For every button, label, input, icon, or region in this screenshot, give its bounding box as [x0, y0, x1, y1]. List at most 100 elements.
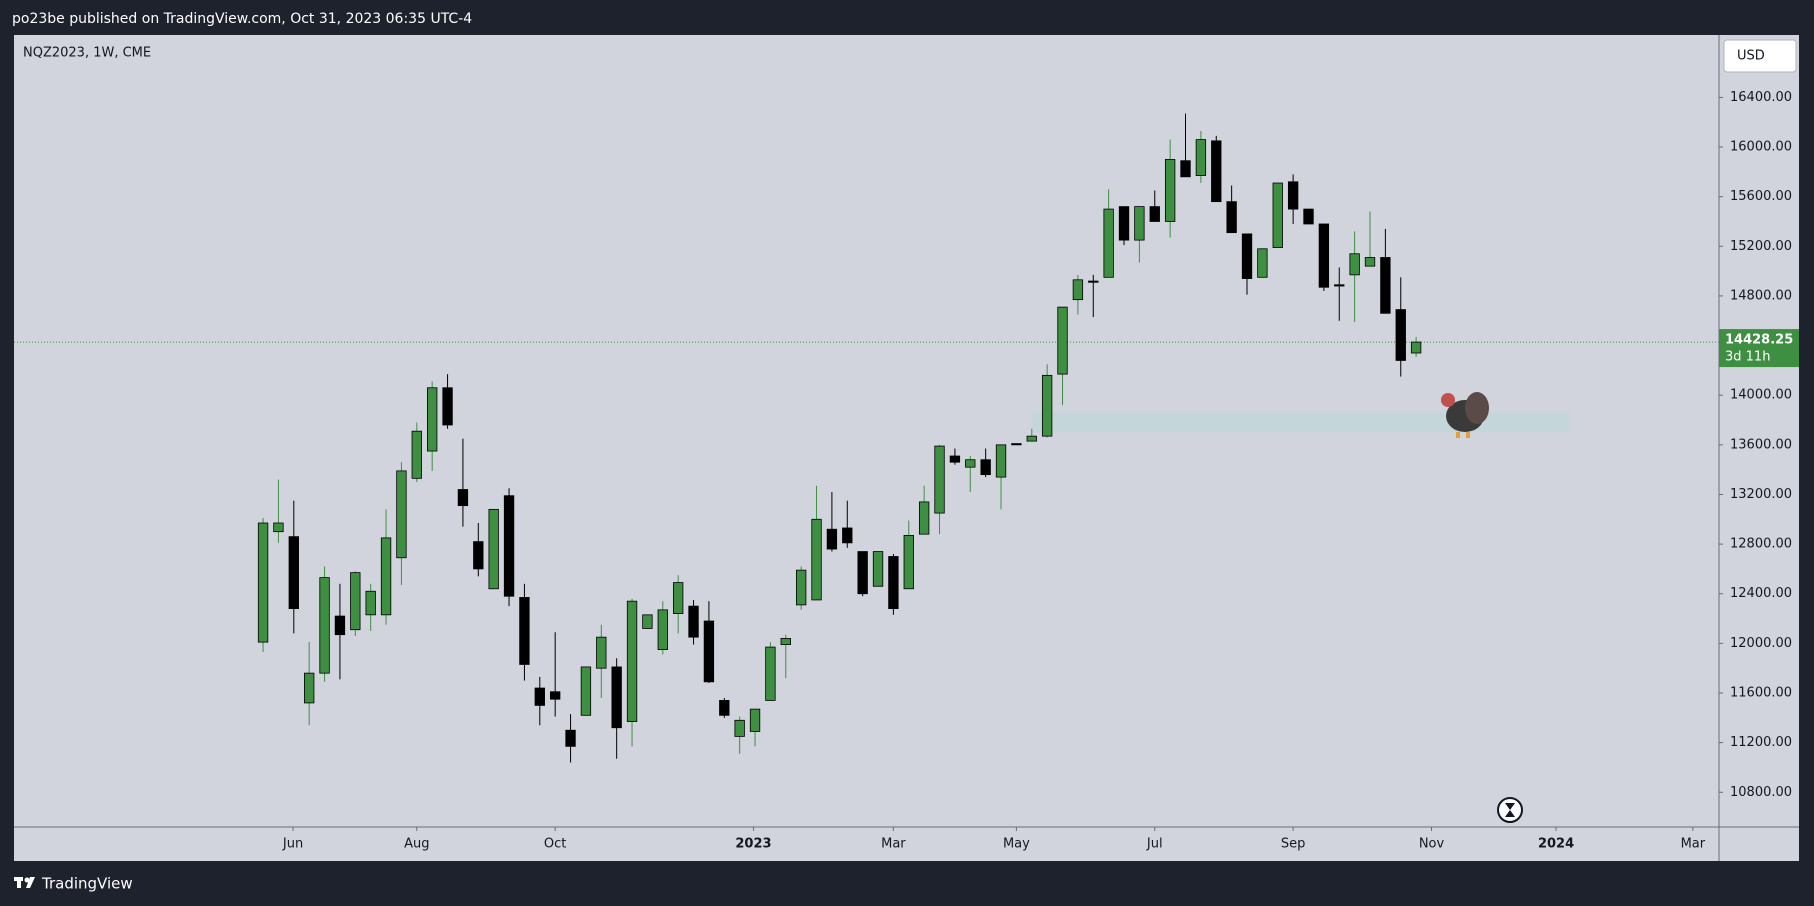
candle-body — [519, 597, 530, 665]
y-tick-label: 16000.00 — [1730, 140, 1792, 155]
candle-body — [1134, 206, 1145, 241]
candle-body — [1164, 159, 1176, 222]
candle-body — [1287, 181, 1299, 210]
currency[interactable]: USD — [1737, 49, 1765, 64]
y-tick-label: 13600.00 — [1730, 437, 1792, 452]
candle-body — [749, 708, 761, 732]
candle-body — [350, 572, 361, 631]
candle-body — [611, 666, 622, 729]
replay-icon[interactable] — [1497, 797, 1523, 823]
x-tick-label: Aug — [404, 837, 429, 852]
candle-body — [1241, 233, 1253, 279]
time-axis — [14, 827, 1719, 861]
candle-body — [411, 430, 422, 479]
y-tick-label: 15200.00 — [1730, 239, 1792, 254]
candle-body — [765, 646, 776, 701]
candle-body — [1118, 206, 1130, 241]
candle-body — [734, 719, 745, 737]
candle-body — [304, 672, 315, 704]
y-tick-label: 15600.00 — [1730, 189, 1792, 204]
candle-body — [334, 615, 346, 636]
candle-body — [550, 691, 561, 700]
x-tick-label: Nov — [1419, 837, 1445, 852]
x-tick-label: May — [1003, 837, 1030, 852]
candle-body — [1364, 257, 1376, 267]
x-tick-label: Jul — [1146, 837, 1163, 852]
candle-body — [580, 666, 592, 716]
candle-body — [1103, 208, 1114, 278]
candle-body — [1211, 140, 1222, 203]
candle-body — [1180, 160, 1191, 178]
price-axis — [1719, 35, 1799, 861]
candle-body — [288, 536, 299, 610]
candle-body — [1057, 306, 1068, 375]
currency-box[interactable] — [1723, 39, 1797, 73]
candle-body — [257, 522, 269, 643]
x-tick-label: Sep — [1281, 837, 1306, 852]
candle-body — [1226, 201, 1237, 234]
candle-body — [1410, 341, 1422, 354]
candle-body — [1041, 374, 1053, 437]
candle-body — [826, 528, 838, 550]
candle-body — [534, 687, 545, 706]
x-tick-label: 2023 — [735, 837, 771, 852]
y-tick-label: 11200.00 — [1730, 735, 1792, 750]
candle-body — [995, 444, 1007, 478]
candle-body — [565, 729, 576, 747]
candle-body — [795, 569, 807, 606]
turkey-icon — [1441, 392, 1489, 438]
tradingview-logo — [14, 877, 35, 888]
candle-body — [672, 582, 684, 614]
y-tick-label: 12000.00 — [1730, 636, 1792, 651]
y-tick-label: 11600.00 — [1730, 685, 1792, 700]
candle-body — [688, 605, 699, 638]
y-tick-label: 10800.00 — [1730, 785, 1792, 800]
candle-body — [319, 577, 330, 674]
candle-body — [1072, 279, 1084, 301]
candle-body — [842, 527, 853, 544]
x-tick-label: 2024 — [1538, 837, 1574, 852]
candle-body — [1011, 443, 1022, 446]
candle-body — [980, 459, 991, 476]
candle-body — [903, 535, 914, 590]
countdown-label: 3d 11h — [1725, 350, 1770, 365]
candle-body — [488, 508, 499, 590]
candle-body — [1395, 309, 1406, 361]
candle-body — [965, 459, 976, 468]
candle-body — [719, 700, 730, 716]
candle-body — [1334, 284, 1345, 287]
candle-body — [857, 551, 868, 595]
candle-body — [811, 518, 822, 601]
candle-body — [1149, 206, 1160, 222]
candle-body — [427, 387, 438, 452]
symbol-title: NQZ2023, 1W, CME — [23, 46, 151, 61]
header-text: po23be published on TradingView.com, Oct… — [12, 11, 472, 27]
candle-body — [888, 556, 899, 610]
candle-body — [1318, 223, 1330, 288]
x-tick-label: Mar — [1681, 837, 1706, 852]
candle-body — [1272, 182, 1283, 248]
candle-body — [457, 489, 469, 507]
candle-body — [396, 470, 407, 559]
candle-body — [473, 541, 484, 570]
candle-body — [1303, 208, 1314, 225]
y-tick-label: 13200.00 — [1730, 487, 1792, 502]
y-tick-label: 14800.00 — [1730, 288, 1792, 303]
y-tick-label: 14000.00 — [1730, 388, 1792, 403]
candle-body — [503, 495, 515, 597]
candle-body — [1088, 280, 1099, 283]
candle-body — [380, 537, 392, 616]
x-tick-label: Mar — [881, 837, 906, 852]
candle-body — [949, 455, 961, 463]
candle-body — [596, 636, 607, 669]
x-tick-label: Jun — [282, 837, 303, 852]
candle-body — [657, 609, 668, 650]
candle-body — [273, 522, 284, 533]
candle-body — [1349, 253, 1360, 276]
zone — [1031, 412, 1570, 433]
candle-body — [1257, 248, 1268, 278]
candle-body — [1195, 139, 1207, 176]
y-tick-label: 12400.00 — [1730, 586, 1792, 601]
candle-body — [872, 551, 884, 587]
